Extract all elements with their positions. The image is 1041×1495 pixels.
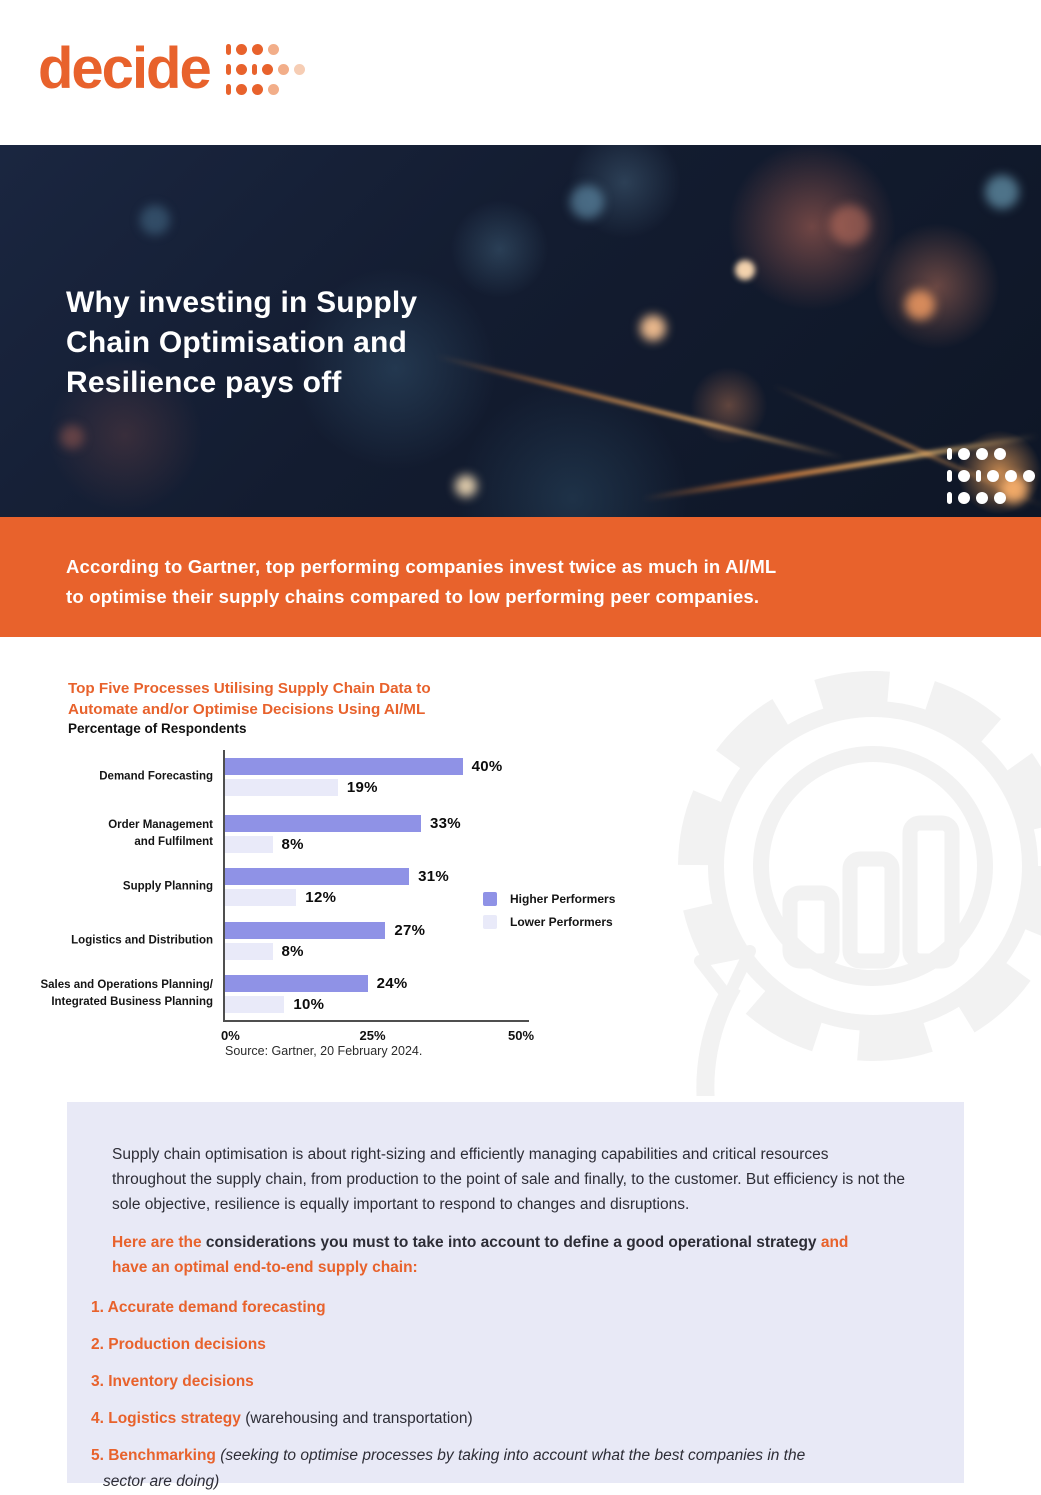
x-axis-tick: 50% [507, 1028, 535, 1043]
chart-bar-higher-performers [225, 975, 368, 992]
list-item: 1. Accurate demand forecasting [91, 1299, 326, 1316]
chart-category-label: Order Management and Fulfilment [108, 818, 213, 848]
legend-item-lower-performers: Lower Performers [483, 915, 615, 929]
info-panel: Supply chain optimisation is about right… [67, 1102, 964, 1490]
gear-watermark-icon [678, 671, 1041, 1096]
legend-label-higher: Higher Performers [510, 892, 616, 906]
chart-value-label: 40% [471, 758, 503, 775]
gartner-quote-text: According to Gartner, top performing com… [66, 556, 777, 607]
chart-bar-lower-performers [225, 996, 285, 1013]
list-item: 5. Benchmarking (seeking to optimise pro… [91, 1447, 806, 1490]
chart-bar-higher-performers [225, 868, 410, 885]
intro-paragraph: Supply chain optimisation is about right… [112, 1146, 905, 1213]
legend-swatch-lower [483, 915, 497, 929]
bar-chart-plot [223, 750, 529, 1022]
chart-value-label: 19% [346, 779, 378, 796]
list-item: 2. Production decisions [91, 1336, 266, 1353]
chart-value-label: 31% [418, 868, 450, 885]
chart-value-label: 8% [281, 836, 304, 853]
page-header: decide [0, 0, 1041, 145]
chart-value-label: 24% [376, 975, 408, 992]
chart-bar-lower-performers [225, 943, 273, 960]
chart-subtitle: Percentage of Respondents [68, 721, 247, 736]
chart-bar-higher-performers [225, 922, 386, 939]
chart-category-label: Supply Planning [122, 880, 213, 893]
legend-label-lower: Lower Performers [510, 915, 613, 929]
chart-bar-higher-performers [225, 815, 421, 832]
chart-value-label: 33% [430, 815, 461, 832]
hero-title: Why investing in Supply Chain Optimisati… [66, 286, 418, 399]
chart-bar-lower-performers [225, 836, 273, 853]
legend-item-higher-performers: Higher Performers [483, 892, 615, 906]
x-axis-tick: 25% [359, 1028, 386, 1043]
considerations-list: 1. Accurate demand forecasting 2. Produc… [91, 1295, 906, 1495]
list-item: 4. Logistics strategy (warehousing and t… [91, 1410, 473, 1427]
chart-bar-lower-performers [225, 779, 338, 796]
decide-logo-text: decide [38, 36, 212, 101]
chart-value-label: 10% [293, 996, 325, 1013]
legend-swatch-higher [483, 892, 497, 906]
decide-logo-dots-icon [225, 43, 305, 95]
chart-legend: Higher Performers Lower Performers [483, 892, 615, 929]
hero-section: Why investing in Supply Chain Optimisati… [0, 145, 1041, 517]
chart-section: Top Five Processes Utilising Supply Chai… [0, 637, 1041, 1102]
chart-value-label: 8% [281, 943, 304, 960]
chart-bar-lower-performers [225, 889, 297, 906]
hero-dots-pattern-icon [947, 448, 1035, 504]
chart-category-label: Logistics and Distribution [71, 934, 213, 947]
chart-source: Source: Gartner, 20 February 2024. [225, 1044, 423, 1058]
considerations-lead: Here are the considerations you must to … [112, 1234, 849, 1276]
chart-title: Top Five Processes Utilising Supply Chai… [68, 680, 431, 718]
chart-category-label: Demand Forecasting [99, 770, 213, 783]
chart-value-label: 27% [394, 922, 426, 939]
x-axis-tick: 0% [221, 1028, 240, 1043]
chart-category-label: Sales and Operations Planning/Integrated… [40, 978, 213, 1008]
gartner-quote-banner: According to Gartner, top performing com… [0, 517, 1041, 637]
chart-value-label: 12% [305, 889, 337, 906]
decide-logo: decide [38, 40, 305, 98]
list-item: 3. Inventory decisions [91, 1373, 254, 1390]
chart-bar-higher-performers [225, 758, 463, 775]
